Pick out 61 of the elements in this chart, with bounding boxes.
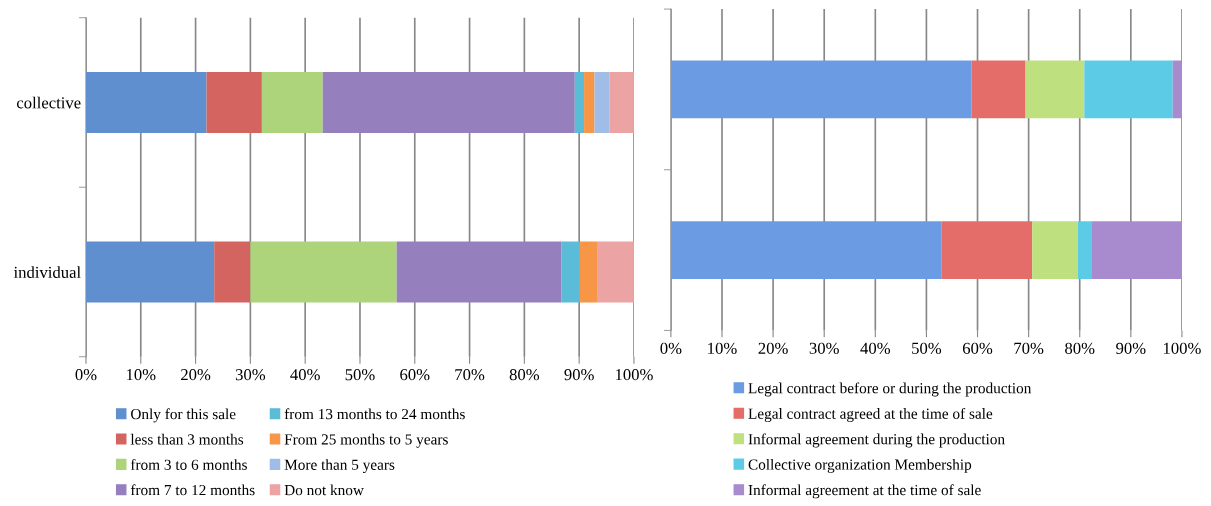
x-tick-label: 20% [181,369,211,381]
x-tick-label: 70% [1014,342,1044,355]
bar [584,71,595,133]
bar [1032,221,1078,280]
bar [206,71,262,133]
x-tick-label: 50% [345,369,375,381]
legend-label: Only for this sale [131,408,236,423]
x-tick-label: 80% [509,369,540,381]
bar [609,71,634,133]
x-tick-label: 10% [708,342,737,355]
x-tick-label: 50% [912,342,942,355]
x-tick-label: 90% [1116,342,1146,355]
legend-label: Informal agreement at the time of sale [748,484,981,499]
bar [1091,221,1182,280]
y-tick-label: individual [13,266,81,278]
x-tick-label: 70% [455,369,485,381]
x-tick-label: 0% [75,369,97,381]
bar [250,241,397,303]
legend-label: Collective organization Membership [748,458,972,473]
bar [1025,60,1085,119]
x-tick-label: 80% [1065,342,1095,355]
bar [396,241,562,303]
x-tick-label: 0% [660,342,682,355]
x-tick-label: 40% [290,369,320,381]
bar [85,241,215,303]
bar [322,71,575,133]
bar [670,221,942,280]
bar [261,71,323,133]
x-tick-label: 10% [126,369,156,381]
bar [561,241,580,303]
x-tick-label: 40% [860,342,891,355]
legend-label: from 13 months to 24 months [284,408,465,420]
x-tick-label: 90% [564,369,594,381]
bar [579,241,598,303]
x-tick-label: 100% [615,369,653,381]
x-tick-label: 30% [235,369,266,381]
bar [594,71,610,133]
legend-label: Informal agreement during the production [748,433,1005,448]
legend-label: Legal contract agreed at the time of sale [748,407,993,422]
x-tick-label: 20% [758,342,788,355]
legend-label: From 25 months to 5 years [284,433,448,448]
x-tick-label: 60% [400,369,430,381]
legend-label: Legal contract before or during the production [748,382,1032,397]
bar [941,221,1033,280]
bar [1077,221,1092,280]
bar [85,71,207,133]
legend-label: less than 3 months [130,433,244,445]
bar [670,60,972,119]
legend-label: More than 5 years [284,459,395,474]
bar [1084,60,1173,119]
bar [971,60,1026,119]
legend-label: Do not know [284,484,364,496]
x-tick-label: 60% [962,342,993,355]
bar [597,241,634,303]
x-tick-label: 30% [809,342,839,355]
legend-label: from 3 to 6 months [130,458,247,470]
legend-label: from 7 to 12 months [130,484,255,496]
bar [214,241,251,303]
x-tick-label: 100% [1163,342,1201,355]
y-tick-label: collective [16,96,81,109]
bar [574,71,585,133]
